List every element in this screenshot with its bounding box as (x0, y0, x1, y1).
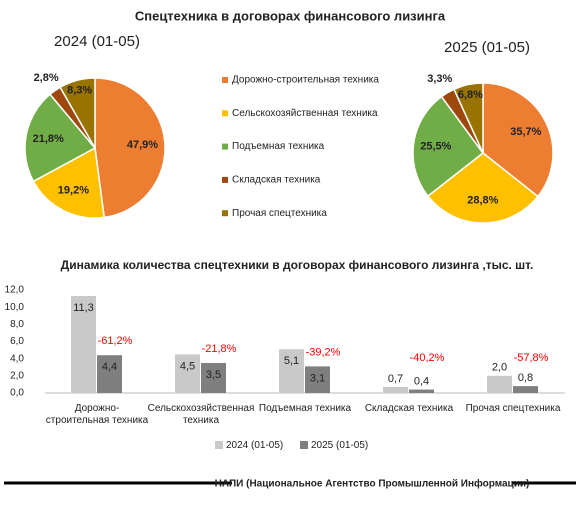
footer-bg (232, 475, 512, 491)
y-tick-label: 0,0 (10, 388, 24, 399)
legend-swatch (222, 110, 228, 117)
x-tick-label: Дорожно-строительная техника (45, 403, 149, 426)
data-label: 0,8 (518, 372, 533, 384)
bar (71, 296, 96, 393)
y-tick-label: 4,0 (10, 353, 24, 364)
annotation: -39,2% (306, 346, 341, 358)
footer: НАПИ (Национальное Агентство Промышленно… (215, 478, 530, 490)
x-tick-label: Складская техника (364, 403, 454, 414)
annotation: -40,2% (410, 352, 445, 364)
data-label: 2,8% (34, 72, 59, 84)
data-label: 25,5% (420, 140, 451, 152)
data-label: 6,8% (458, 89, 483, 101)
legend-label: Прочая спецтехника (232, 208, 327, 219)
data-label: 3,3% (427, 73, 452, 85)
legend-swatch (222, 210, 228, 217)
annotation: -61,2% (98, 335, 133, 347)
data-label: 35,7% (510, 126, 541, 138)
legend-label: Дорожно-строительная техника (232, 75, 379, 86)
x-tick-label: Прочая спецтехника (465, 403, 561, 414)
data-label: 47,9% (127, 139, 158, 151)
data-label: 28,8% (467, 195, 498, 207)
data-label: 4,4 (102, 361, 117, 373)
bar-title: Динамика количества спецтехники в догово… (61, 258, 534, 272)
y-tick-label: 10,0 (5, 302, 25, 313)
legend-label: 2024 (01-05) (226, 440, 283, 451)
pie-title: 2025 (01-05) (444, 39, 530, 56)
y-tick-label: 2,0 (10, 370, 24, 381)
data-label: 8,3% (67, 84, 92, 96)
data-label: 0,7 (388, 373, 403, 385)
pie-slice (426, 152, 539, 224)
data-label: 0,4 (414, 375, 429, 387)
y-tick-label: 12,0 (5, 285, 25, 296)
pie-slice (32, 146, 106, 219)
page-title: Спецтехника в договорах финансового лизи… (135, 8, 446, 23)
pie-slice (412, 95, 485, 198)
legend-swatch (215, 441, 223, 449)
bar (175, 354, 200, 393)
pie-slice (24, 93, 97, 183)
legend-label: Сельскохозяйственная техника (232, 108, 378, 119)
bar (97, 355, 122, 393)
legend-label: Складская техника (232, 175, 321, 186)
x-tick-label: Подъемная техника (258, 403, 352, 414)
bar (383, 386, 408, 393)
legend-swatch (222, 176, 228, 183)
data-label: 2,0 (492, 362, 507, 374)
data-label: 11,3 (73, 302, 94, 314)
annotation: -21,8% (202, 343, 237, 355)
bar (279, 349, 304, 393)
pie-slice (482, 82, 554, 198)
legend-swatch (300, 441, 308, 449)
data-label: 3,1 (310, 372, 325, 384)
annotation: -57,8% (514, 352, 549, 364)
data-label: 4,5 (180, 360, 195, 372)
pie-slice (59, 77, 96, 151)
data-label: 19,2% (58, 184, 89, 196)
data-label: 21,8% (33, 133, 64, 145)
bar (487, 375, 512, 393)
y-tick-label: 6,0 (10, 336, 24, 347)
data-label: 3,5 (206, 369, 221, 381)
bar (409, 389, 434, 393)
legend-swatch (222, 143, 228, 150)
pie-slice (453, 82, 484, 154)
legend-label: Подъемная техника (232, 141, 325, 152)
data-label: 5,1 (284, 355, 299, 367)
y-tick-label: 8,0 (10, 319, 24, 330)
bar (513, 386, 538, 393)
x-tick-label: Сельскохозяйственная техника (147, 403, 255, 426)
legend-label: 2025 (01-05) (311, 440, 368, 451)
bar (305, 366, 330, 393)
pie-slice (94, 77, 166, 219)
legend-swatch (222, 77, 228, 83)
pie-title: 2024 (01-05) (54, 33, 140, 50)
bar (201, 362, 226, 393)
